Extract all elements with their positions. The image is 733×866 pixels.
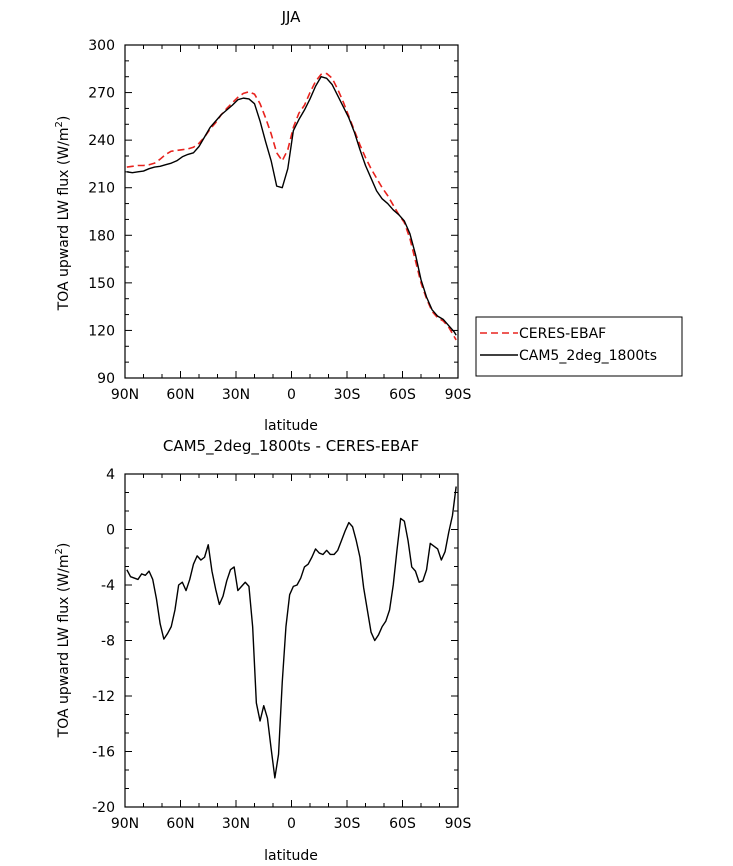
top-y-tick-label: 90 [97, 371, 115, 387]
bottom-y-tick-label: -8 [101, 634, 115, 650]
top-x-tick-label: 30S [334, 387, 361, 403]
bottom-x-tick-label: 60N [166, 816, 194, 832]
top-y-axis: 90 120 150 180 210 240 270 300 [88, 38, 458, 387]
top-y-axis-title-main: TOA upward LW flux (W/m [56, 127, 72, 311]
bottom-y-axis-title: TOA upward LW flux (W/m2) [54, 543, 72, 739]
bottom-y-tick-label: -12 [92, 689, 115, 705]
bottom-x-tick-label: 90S [445, 816, 472, 832]
bottom-y-tick-label: -4 [101, 578, 115, 594]
bottom-y-axis: -20 -16 -12 -8 -4 0 4 [92, 467, 458, 816]
bottom-y-tick-label: 0 [106, 523, 115, 539]
top-series-line-ceres-ebaf [126, 72, 457, 341]
bottom-y-tick-label: 4 [106, 467, 115, 483]
top-series-group [126, 72, 457, 341]
top-x-tick-label: 30N [222, 387, 250, 403]
top-series-line-cam5-2deg-1800ts [126, 76, 457, 336]
bottom-x-axis: 90N 60N 30N 0 30S 60S 90S [111, 474, 472, 832]
top-y-tick-label: 120 [88, 323, 115, 339]
bottom-x-tick-label: 90N [111, 816, 139, 832]
bottom-panel: CAM5_2deg_1800ts - CERES-EBAF -20-16-12-… [54, 437, 471, 864]
top-y-axis-title: TOA upward LW flux (W/m2) [54, 116, 72, 312]
top-chart-title: JJA [281, 8, 302, 26]
top-y-tick-label: 180 [88, 228, 115, 244]
top-x-axis-title: latitude [264, 418, 318, 434]
bottom-y-axis-title-close: ) [56, 543, 72, 548]
top-x-axis: 90N 60N 30N 0 30S 60S 90S [111, 45, 472, 403]
top-y-tick-label: 300 [88, 38, 115, 54]
bottom-x-tick-label: 0 [287, 816, 296, 832]
top-x-tick-label: 60N [166, 387, 194, 403]
legend-box [475, 316, 683, 377]
top-plot-frame [124, 44, 459, 379]
top-x-tick-label: 0 [287, 387, 296, 403]
top-y-tick-label: 150 [88, 276, 115, 292]
top-panel: JJA 90 120 150 180 210 240 270 300 90N 60N 30N 0 30… [54, 8, 471, 434]
top-y-tick-label: 240 [88, 133, 115, 149]
bottom-chart-title: CAM5_2deg_1800ts - CERES-EBAF [163, 437, 419, 456]
bottom-series-group [126, 486, 457, 779]
legend: CERES-EBAF CAM5_2deg_1800ts [475, 316, 683, 377]
top-x-tick-label: 60S [389, 387, 416, 403]
bottom-y-tick-label: -16 [92, 745, 115, 761]
bottom-plot-frame [124, 473, 459, 808]
bottom-series-line-difference [126, 486, 457, 779]
bottom-x-tick-label: 60S [389, 816, 416, 832]
top-x-tick-label: 90S [445, 387, 472, 403]
top-y-axis-title-sup: 2 [54, 121, 65, 127]
bottom-x-tick-label: 30S [334, 816, 361, 832]
top-y-tick-label: 210 [88, 181, 115, 197]
bottom-y-tick-label: -20 [92, 800, 115, 816]
bottom-y-axis-title-main: TOA upward LW flux (W/m [56, 554, 72, 738]
top-y-axis-title-close: ) [56, 116, 72, 121]
bottom-x-tick-label: 30N [222, 816, 250, 832]
legend-label-cam5: CAM5_2deg_1800ts [519, 348, 657, 364]
top-y-tick-label: 270 [88, 86, 115, 102]
top-x-tick-label: 90N [111, 387, 139, 403]
bottom-y-axis-title-sup: 2 [54, 548, 65, 554]
legend-label-ceres: CERES-EBAF [519, 326, 606, 342]
bottom-x-axis-title: latitude [264, 848, 318, 864]
